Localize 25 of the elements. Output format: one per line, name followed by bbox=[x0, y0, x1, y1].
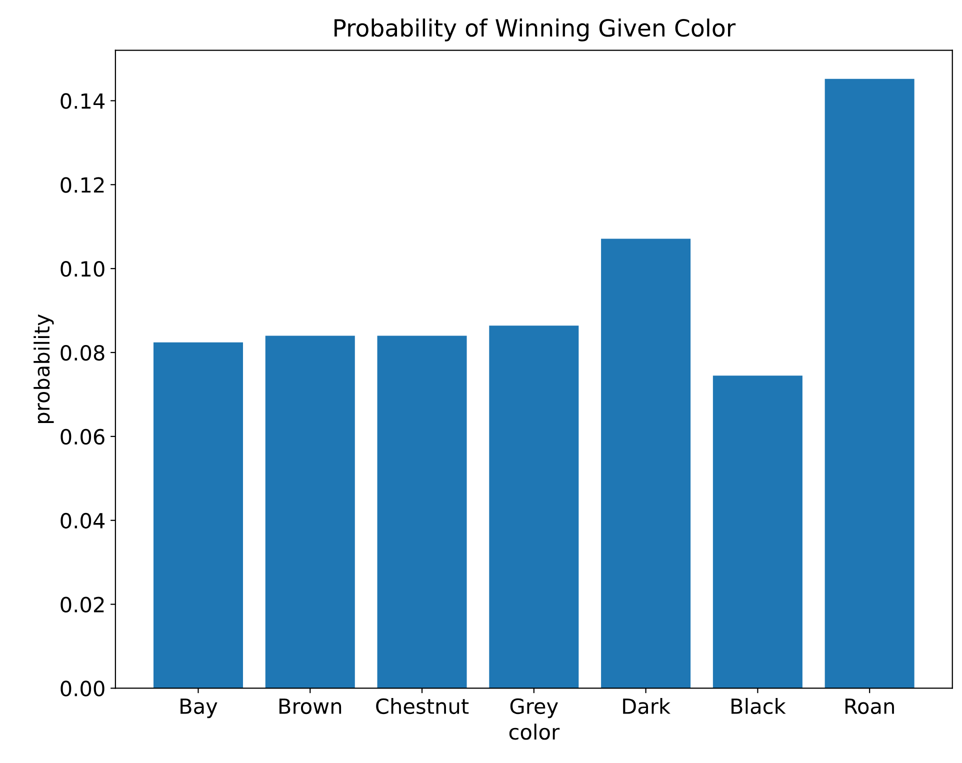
x-tick-label: Black bbox=[732, 698, 786, 714]
x-tick-label: Chestnut bbox=[376, 698, 469, 714]
y-tick-label: 0.02 bbox=[60, 596, 104, 613]
y-tick-label: 0.08 bbox=[60, 344, 104, 361]
y-tick-label: 0.04 bbox=[60, 512, 105, 529]
bar bbox=[712, 376, 802, 688]
y-tick-label: 0.12 bbox=[60, 177, 104, 193]
y-tick-label: 0.14 bbox=[60, 93, 105, 109]
bar bbox=[265, 336, 355, 688]
y-tick-label: 0.06 bbox=[60, 428, 104, 445]
x-tick-label: Roan bbox=[845, 698, 894, 714]
x-tick-label: Bay bbox=[180, 698, 218, 718]
x-tick-label: Grey bbox=[510, 698, 558, 718]
bar bbox=[601, 238, 691, 688]
bar bbox=[489, 326, 579, 688]
y-axis-title: probability bbox=[34, 314, 54, 423]
x-axis-title: color bbox=[509, 724, 560, 740]
y-tick-label: 0.00 bbox=[60, 680, 104, 696]
x-tick-label: Brown bbox=[279, 698, 342, 714]
y-tick-label: 0.10 bbox=[60, 261, 104, 277]
x-tick-label: Dark bbox=[623, 698, 670, 714]
bar bbox=[824, 78, 914, 688]
bar bbox=[153, 342, 243, 688]
bar bbox=[377, 336, 467, 688]
chart-title: Probability of Winning Given Color bbox=[334, 18, 736, 42]
